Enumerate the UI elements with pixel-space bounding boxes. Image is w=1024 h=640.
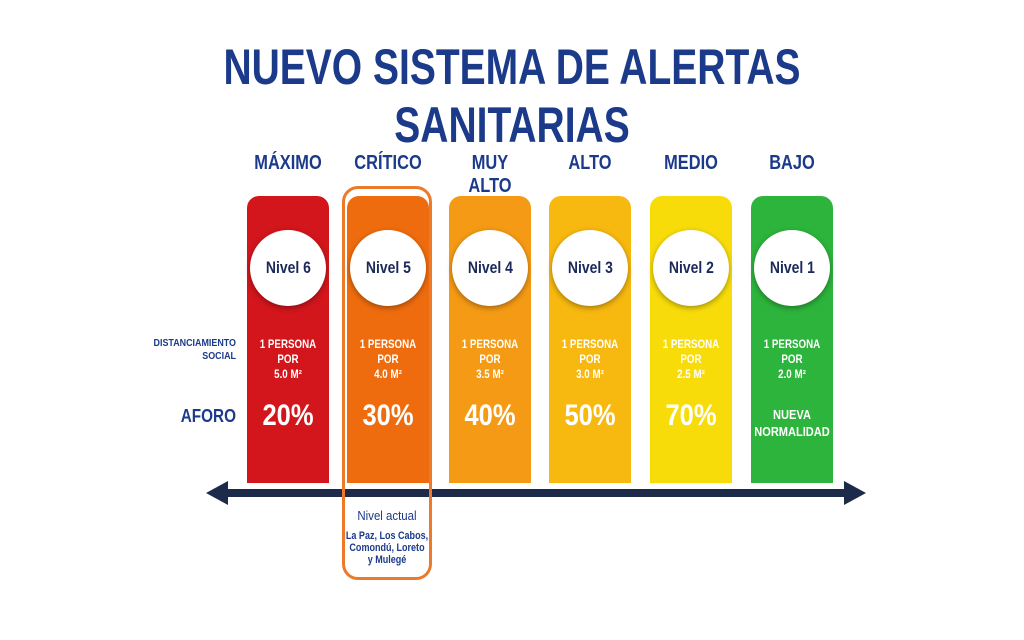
double-arrow-icon [206,481,866,505]
current-level-places: La Paz, Los Cabos, Comondú, Loreto y Mul… [345,530,429,566]
level-name-critico: CRÍTICO [354,152,422,174]
aforo-value: NUEVA NORMALIDAD [754,407,830,439]
aforo-value: 40% [464,399,516,432]
distancing-value: 1 PERSONA POR 3.5 M² [461,339,519,381]
level-name-bajo: BAJO [769,152,815,174]
current-level-title: Nivel actual [357,508,417,523]
level-name-alto: ALTO [568,152,612,174]
aforo-label: AFORO [180,406,236,426]
level-badge-6: Nivel 6 [250,230,326,306]
aforo-value: 50% [564,399,616,432]
level-badge-3: Nivel 3 [552,230,628,306]
level-badge-5: Nivel 5 [350,230,426,306]
current-level-highlight [342,186,432,580]
distanciamiento-label: DISTANCIAMIENTO SOCIAL [153,337,236,362]
page-title: NUEVO SISTEMA DE ALERTAS SANITARIAS [223,39,801,153]
distancing-value: 1 PERSONA POR 4.0 M² [359,339,417,381]
level-badge-2: Nivel 2 [653,230,729,306]
distancing-value: 1 PERSONA POR 3.0 M² [561,339,619,381]
level-badge-1: Nivel 1 [754,230,830,306]
distancing-value: 1 PERSONA POR 2.5 M² [662,339,720,381]
level-name-maximo: MÁXIMO [254,152,322,174]
level-name-medio: MEDIO [664,152,718,174]
distancing-value: 1 PERSONA POR 5.0 M² [259,339,317,381]
distancing-value: 1 PERSONA POR 2.0 M² [763,339,821,381]
level-badge-4: Nivel 4 [452,230,528,306]
level-name-muy-alto: MUY ALTO [468,152,512,197]
aforo-value: 70% [665,399,717,432]
aforo-value: 30% [362,399,414,432]
aforo-value: 20% [262,399,314,432]
